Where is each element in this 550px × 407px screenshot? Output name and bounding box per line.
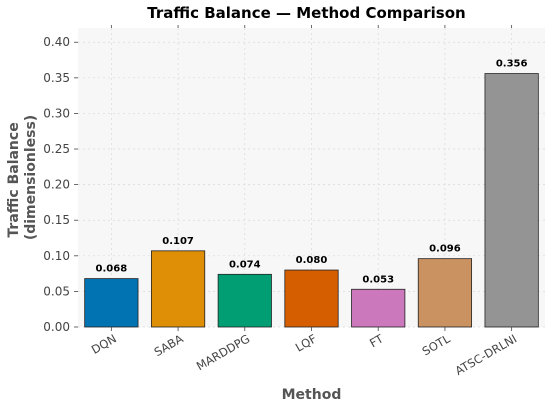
bar [484, 73, 539, 328]
y-tick-label: 0.25 [43, 142, 70, 156]
bar [284, 269, 339, 328]
y-axis-label-line-1: Traffic Balance [6, 122, 22, 237]
y-axis-label-line-2: (dimensionless) [23, 115, 39, 240]
x-tick-label: MARDDPG [194, 331, 252, 373]
data-label: 0.107 [162, 236, 194, 247]
bar [351, 288, 406, 328]
x-tick-label: LQF [293, 331, 319, 354]
bars-layer [84, 73, 539, 328]
y-tick-label: 0.00 [43, 320, 70, 334]
x-tick-label: SOTL [420, 331, 453, 358]
x-tick-label: SABA [152, 331, 186, 359]
x-tick-label: FT [367, 331, 386, 350]
data-label: 0.080 [296, 255, 328, 266]
bar [417, 258, 473, 328]
y-tick-label: 0.30 [43, 106, 70, 120]
bar [150, 250, 206, 328]
x-axis-label: Method [282, 387, 342, 403]
labels-layer: 0.068 0.107 0.074 0.080 0.053 0.096 0.356 [96, 59, 528, 286]
data-label: 0.074 [229, 259, 261, 270]
y-tick-label: 0.15 [43, 213, 70, 227]
chart-title: Traffic Balance — Method Comparison [147, 4, 465, 22]
data-label: 0.096 [429, 244, 461, 255]
data-label: 0.053 [362, 274, 394, 285]
bar [84, 278, 139, 328]
y-tick-label: 0.05 [43, 284, 70, 298]
bar [217, 273, 272, 328]
y-axis-label: Traffic Balance (dimensionless) [6, 115, 39, 240]
y-tick-label: 0.10 [43, 249, 70, 263]
y-tick-label: 0.20 [43, 178, 70, 192]
y-tick-label: 0.40 [43, 35, 70, 49]
x-tick-label: DQN [89, 331, 119, 356]
data-label: 0.356 [496, 59, 528, 70]
y-tick-label: 0.35 [43, 71, 70, 85]
data-label: 0.068 [96, 264, 128, 275]
x-tick-label: ATSC-DRLNI [453, 331, 520, 377]
